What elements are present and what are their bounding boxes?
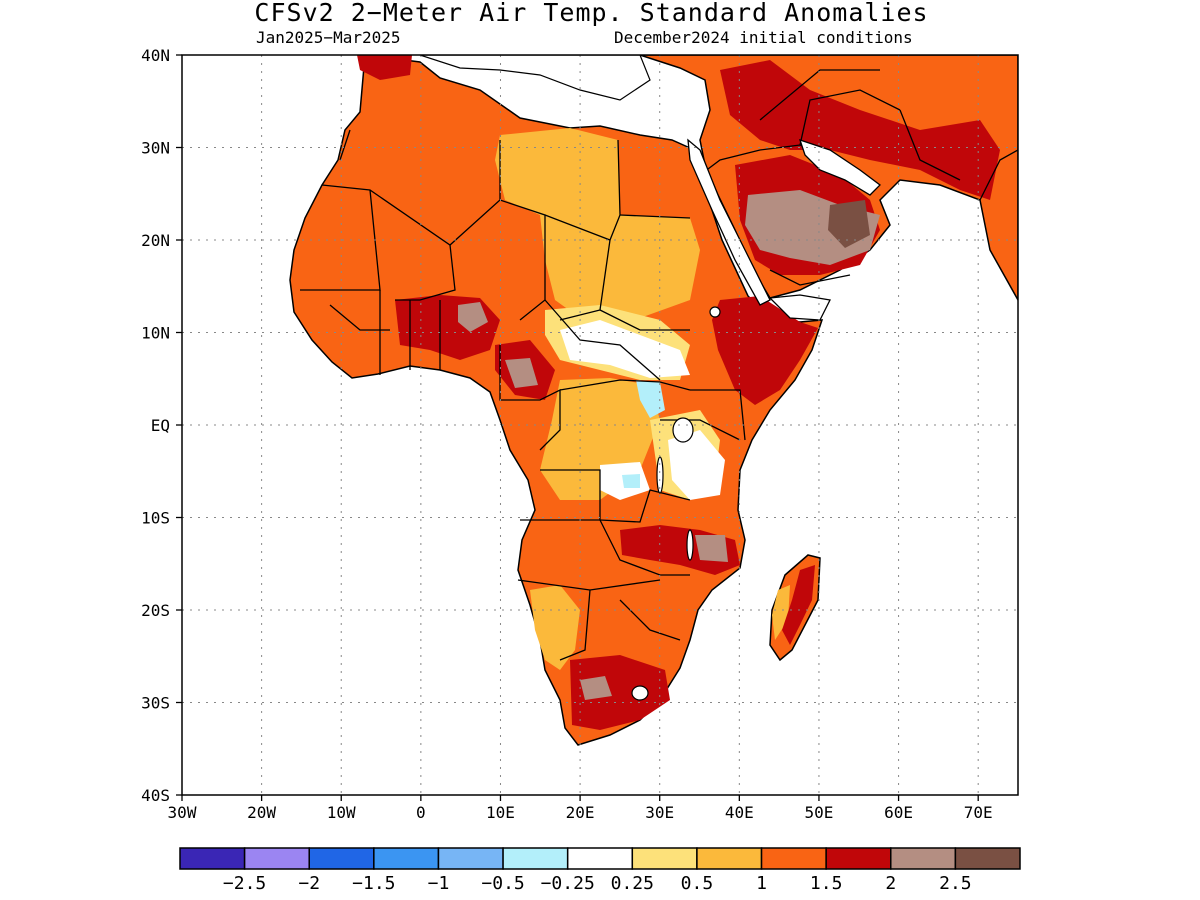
forecast-period: Jan2025−Mar2025 (256, 28, 401, 47)
legend-label: −2 (298, 873, 320, 894)
legend-label: 0.5 (681, 873, 714, 894)
anomaly-zone-sahara (495, 128, 700, 318)
x-tick-label: 0 (416, 803, 426, 822)
y-tick-label: 30N (141, 139, 170, 158)
y-tick-label: 40S (141, 786, 170, 805)
legend-label: 2 (885, 873, 896, 894)
x-tick-label: 30E (645, 803, 674, 822)
anomaly-zone-negative-2 (622, 474, 640, 488)
x-tick-label: 10E (486, 803, 515, 822)
legend-label: −2.5 (223, 873, 266, 894)
legend-label: −1 (428, 873, 450, 894)
y-tick-label: 10S (141, 509, 170, 528)
anomaly-zone-sa-taupe (580, 676, 612, 700)
europe-fringe (419, 55, 651, 101)
y-tick-label: EQ (151, 416, 170, 435)
anomaly-zone-negative (636, 380, 665, 418)
x-tick-label: 40E (725, 803, 754, 822)
anomaly-zone-madagascar (772, 585, 790, 640)
legend-label: −1.5 (352, 873, 395, 894)
anomaly-zone-southafrica (570, 655, 670, 730)
chart-title: CFSv2 2−Meter Air Temp. Standard Anomali… (254, 0, 929, 27)
legend-label: 2.5 (939, 873, 972, 894)
x-tick-label: 30W (168, 803, 197, 822)
legend-swatch (566, 847, 634, 870)
legend-swatch (890, 847, 957, 870)
legend-swatch (760, 847, 827, 870)
map-area (182, 55, 1018, 795)
latitude-axis: 40N 30N 20N 10N EQ 10S 20S 30S 40S (141, 46, 182, 805)
x-tick-label: 50E (804, 803, 833, 822)
initial-conditions: December2024 initial conditions (614, 28, 913, 47)
y-tick-label: 20N (141, 231, 170, 250)
gridlines (182, 55, 1018, 795)
gulf-of-aden (768, 294, 831, 321)
x-tick-label: 60E (884, 803, 913, 822)
legend-swatch (825, 847, 892, 870)
legend-swatch (243, 847, 310, 870)
y-tick-label: 20S (141, 601, 170, 620)
red-sea (687, 138, 771, 306)
anomaly-zone-horn (712, 296, 818, 405)
legend-label: 1 (756, 873, 767, 894)
x-tick-label: 70E (964, 803, 993, 822)
anomaly-zone-madagascar-red (782, 565, 815, 645)
anomaly-zone-neutral-east (668, 430, 725, 500)
y-tick-label: 30S (141, 694, 170, 713)
lakes (631, 306, 721, 701)
legend-label: −0.25 (541, 873, 595, 894)
legend-swatch (696, 847, 763, 870)
legend-swatch (502, 847, 569, 870)
y-tick-label: 40N (141, 46, 170, 65)
legend-swatch (631, 847, 698, 870)
legend-swatch (954, 847, 1021, 870)
x-tick-label: 10W (327, 803, 356, 822)
legend-label: 1.5 (810, 873, 843, 894)
anomaly-zone-nigeria-taupe (458, 302, 488, 332)
anomaly-zone-north-red (357, 55, 412, 80)
legend-label: −0.5 (481, 873, 524, 894)
legend-swatch (179, 847, 246, 870)
legend-swatch (437, 847, 504, 870)
anomaly-zone-south (530, 585, 580, 670)
anomaly-zone-cameroon-taupe (505, 358, 538, 388)
anomaly-zone-arabia-brown (828, 200, 870, 248)
country-borders (300, 69, 1018, 661)
legend-label: 0.25 (611, 873, 654, 894)
legend-swatch (308, 847, 375, 870)
persian-gulf (798, 138, 881, 196)
legend-swatch (373, 847, 440, 870)
longitude-axis: 30W 20W 10W 0 10E 20E 30E 40E 50E 60E 70E (168, 795, 993, 822)
x-tick-label: 20E (566, 803, 595, 822)
anomaly-zone-mozambique-taupe (695, 535, 728, 562)
y-tick-label: 10N (141, 324, 170, 343)
color-legend: −2.5 −2 −1.5 −1 −0.5 −0.25 0.25 0.5 1 1.5 2 2.5 (179, 847, 1021, 894)
x-tick-label: 20W (247, 803, 276, 822)
